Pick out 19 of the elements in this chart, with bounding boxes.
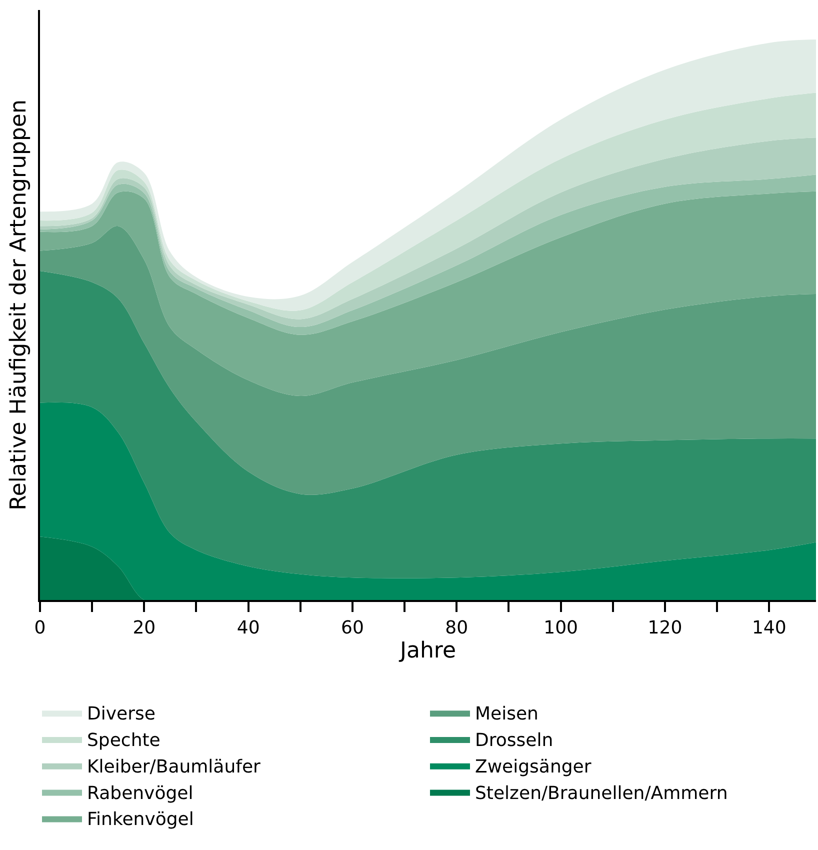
- x-tick-label: 100: [544, 618, 578, 639]
- x-tick-label: 60: [341, 618, 364, 639]
- legend-label: Diverse: [87, 704, 156, 725]
- legend-label: Kleiber/Baumläufer: [87, 756, 262, 778]
- x-tick-label: 0: [34, 618, 46, 639]
- y-axis-title: Relative Häufigkeit der Artengruppen: [6, 100, 32, 510]
- legend-label: Zweigsänger: [475, 756, 592, 778]
- x-tick-label: 40: [236, 618, 260, 639]
- legend-label: Spechte: [87, 730, 160, 752]
- x-axis-title: Jahre: [398, 638, 456, 664]
- legend-label: Stelzen/Braunellen/Ammern: [475, 782, 728, 804]
- x-tick-label: 20: [132, 618, 156, 639]
- x-tick-label: 140: [752, 618, 786, 639]
- legend-label: Rabenvögel: [87, 782, 194, 804]
- legend-label: Finkenvögel: [87, 809, 194, 830]
- legend-label: Meisen: [475, 704, 538, 725]
- x-tick-label: 80: [445, 618, 468, 639]
- x-tick-label: 120: [648, 618, 682, 639]
- legend-label: Drosseln: [475, 730, 554, 752]
